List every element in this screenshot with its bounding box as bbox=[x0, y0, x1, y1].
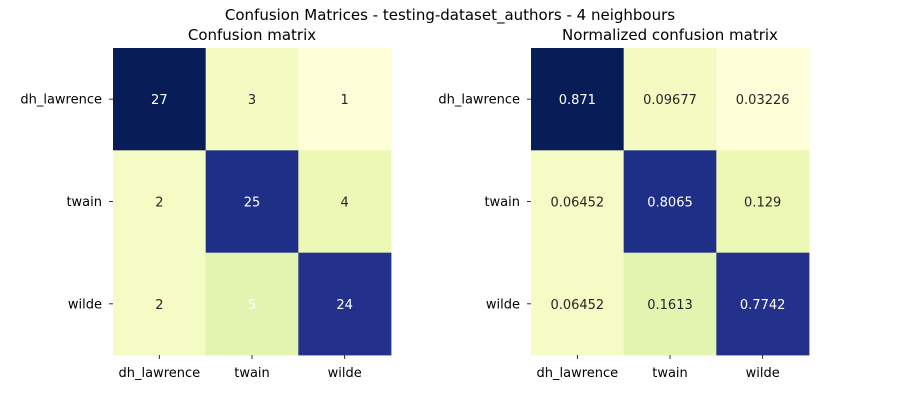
normalized-confusion-matrix-cell-1-1 bbox=[623, 150, 717, 254]
confusion-matrix-xtick-label-2: wilde bbox=[328, 366, 362, 381]
normalized-confusion-matrix-cell-0-0 bbox=[531, 48, 625, 151]
confusion-matrix-xtick-label-0: dh_lawrence bbox=[119, 366, 201, 381]
normalized-confusion-matrix-cell-label-2-1: 0.1613 bbox=[647, 298, 693, 313]
confusion-matrix-cell-label-0-0: 27 bbox=[151, 93, 168, 108]
normalized-confusion-matrix-cell-label-0-0: 0.871 bbox=[559, 93, 596, 108]
normalized-confusion-matrix-cell-label-2-0: 0.06452 bbox=[550, 298, 604, 313]
confusion-matrix-cell-label-2-1: 5 bbox=[248, 298, 256, 313]
confusion-matrix-cell-label-2-2: 24 bbox=[336, 298, 353, 313]
confusion-matrix-cell-1-0 bbox=[113, 150, 207, 254]
normalized-confusion-matrix-cell-2-1 bbox=[623, 252, 717, 356]
normalized-confusion-matrix-cell-0-2 bbox=[716, 48, 810, 151]
confusion-matrix-ytick-label-0: dh_lawrence bbox=[20, 93, 102, 108]
confusion-matrix-cell-label-1-0: 2 bbox=[155, 196, 163, 211]
confusion-matrix-cell-2-1 bbox=[205, 252, 299, 356]
confusion-matrix-cell-0-1 bbox=[205, 48, 299, 151]
normalized-confusion-matrix-cell-0-1 bbox=[623, 48, 717, 151]
normalized-confusion-matrix-xtick-label-1: twain bbox=[652, 366, 688, 381]
confusion-matrix-cell-label-2-0: 2 bbox=[155, 298, 163, 313]
normalized-confusion-matrix-cell-2-2 bbox=[716, 252, 810, 356]
confusion-matrix-cell-label-1-1: 25 bbox=[244, 196, 261, 211]
normalized-confusion-matrix-cell-label-1-1: 0.8065 bbox=[647, 196, 693, 211]
normalized-confusion-matrix-cell-label-0-1: 0.09677 bbox=[643, 93, 697, 108]
confusion-matrix-panel: Confusion matrix 27 3 12 25 42 5 24dh_lawrence… bbox=[20, 26, 392, 381]
normalized-confusion-matrix-cell-label-2-2: 0.7742 bbox=[740, 298, 786, 313]
normalized-confusion-matrix-cell-2-0 bbox=[531, 252, 625, 356]
confusion-matrix-cell-0-2 bbox=[298, 48, 392, 151]
confusion-matrix-cell-label-0-1: 3 bbox=[248, 93, 256, 108]
normalized-confusion-matrix-cell-label-1-0: 0.06452 bbox=[550, 196, 604, 211]
figure-suptitle: Confusion Matrices - testing-dataset_aut… bbox=[225, 6, 675, 25]
confusion-matrix-xtick-label-1: twain bbox=[234, 366, 270, 381]
confusion-matrix-cell-0-0 bbox=[113, 48, 207, 151]
normalized-confusion-matrix-cell-1-0 bbox=[531, 150, 625, 254]
normalized-confusion-matrix-cell-label-0-2: 0.03226 bbox=[736, 93, 790, 108]
normalized-confusion-matrix-xtick-label-2: wilde bbox=[746, 366, 780, 381]
confusion-matrix-cell-label-1-2: 4 bbox=[341, 196, 349, 211]
confusion-matrix-ytick-label-2: wilde bbox=[68, 297, 102, 312]
confusion-matrix-cell-2-0 bbox=[113, 252, 207, 356]
normalized-confusion-matrix-cell-1-2 bbox=[716, 150, 810, 254]
confusion-matrix-cell-1-2 bbox=[298, 150, 392, 254]
normalized-confusion-matrix-title: Normalized confusion matrix bbox=[562, 26, 778, 44]
normalized-confusion-matrix-ytick-label-2: wilde bbox=[486, 297, 520, 312]
confusion-matrix-cell-2-2 bbox=[298, 252, 392, 356]
normalized-confusion-matrix-ytick-label-0: dh_lawrence bbox=[438, 93, 520, 108]
confusion-matrix-title: Confusion matrix bbox=[188, 26, 316, 44]
confusion-matrix-cell-label-0-2: 1 bbox=[341, 93, 349, 108]
normalized-confusion-matrix-ytick-label-1: twain bbox=[484, 195, 520, 210]
normalized-confusion-matrix-panel: Normalized confusion matrix 0.871 0.09677… bbox=[438, 26, 810, 381]
confusion-matrix-ytick-label-1: twain bbox=[66, 195, 102, 210]
confusion-matrix-cell-1-1 bbox=[205, 150, 299, 254]
normalized-confusion-matrix-xtick-label-0: dh_lawrence bbox=[537, 366, 619, 381]
normalized-confusion-matrix-cell-label-1-2: 0.129 bbox=[744, 196, 781, 211]
